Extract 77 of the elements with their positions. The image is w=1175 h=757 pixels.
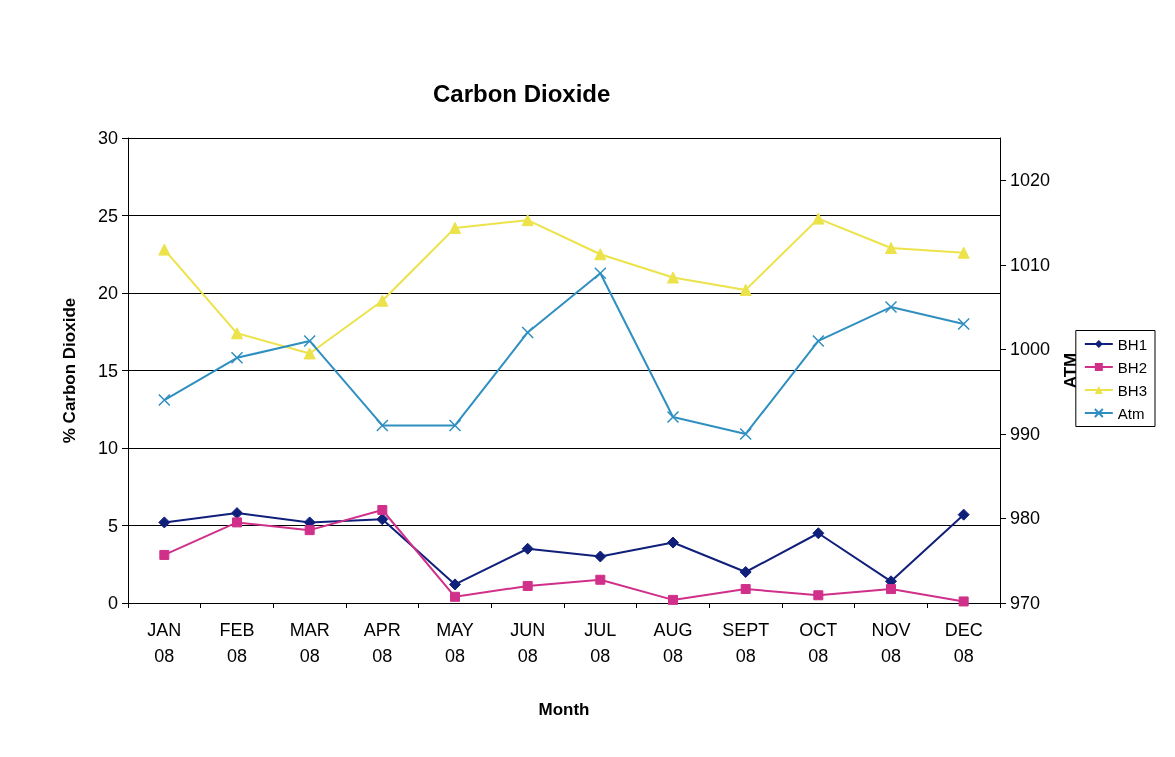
y2-tick-label: 970	[1010, 593, 1041, 613]
point	[594, 267, 607, 280]
x-tick-label: AUG 08	[653, 620, 693, 666]
x-tick-label: MAR 08	[289, 620, 330, 666]
point	[957, 246, 970, 259]
point	[812, 212, 825, 225]
chart-title: Carbon Dioxide	[433, 79, 611, 107]
x-tick-label: JAN 08	[147, 620, 182, 666]
y2-tick-label: 1020	[1010, 170, 1051, 191]
point	[304, 525, 315, 536]
point	[377, 505, 388, 515]
x-tick-label: MAY 08	[436, 620, 474, 666]
point	[303, 347, 316, 360]
y2-tick-label: 980	[1010, 508, 1041, 529]
x-tick-label: DEC 08	[944, 620, 983, 666]
x-tick-label: APR 08	[363, 620, 401, 666]
y-tick-label: 25	[97, 205, 118, 226]
point	[740, 584, 751, 595]
point	[813, 590, 824, 601]
y-tick-label: 0	[107, 593, 118, 613]
point	[230, 351, 244, 365]
point	[594, 550, 607, 563]
point	[667, 536, 679, 549]
x-tick-label: JUL 08	[584, 620, 617, 666]
point	[594, 248, 607, 261]
y2-tick-label: 1000	[1010, 339, 1051, 360]
point	[885, 242, 897, 255]
point	[958, 596, 969, 607]
point	[159, 549, 170, 560]
y-tick-label: 10	[97, 438, 118, 458]
point	[231, 327, 243, 340]
x-axis-title: Month	[538, 700, 590, 719]
legend-label: BH1	[1117, 335, 1148, 353]
point	[667, 271, 679, 284]
point	[449, 221, 461, 234]
point	[448, 419, 462, 432]
point	[812, 527, 825, 540]
x-tick-label: JUN 08	[510, 620, 546, 666]
point	[232, 517, 242, 528]
point	[521, 326, 534, 339]
y2-tick-label: 1010	[1010, 254, 1051, 275]
point	[957, 317, 970, 331]
point	[957, 508, 970, 521]
point	[522, 580, 533, 591]
point	[595, 574, 606, 585]
point	[376, 294, 389, 307]
legend-label: Atm	[1117, 404, 1145, 422]
legend-label: BH3	[1117, 381, 1148, 399]
point	[739, 566, 752, 578]
x-tick-label: FEB 08	[219, 620, 255, 666]
x-tick-label: SEPT 08	[722, 620, 770, 666]
y-tick-label: 30	[97, 128, 118, 148]
point	[812, 334, 825, 348]
y2-tick-label: 990	[1010, 423, 1041, 444]
point	[884, 300, 898, 314]
point	[739, 283, 752, 296]
point	[521, 214, 534, 227]
point	[376, 419, 389, 432]
point	[158, 516, 171, 529]
point	[666, 410, 680, 424]
y-tick-label: 5	[107, 515, 118, 536]
point	[158, 243, 171, 256]
y-tick-label: 15	[97, 360, 118, 381]
point	[450, 591, 460, 602]
x-tick-label: NOV 08	[871, 620, 911, 666]
y2-axis-title: ATM	[1061, 352, 1080, 389]
point	[303, 334, 316, 348]
x-tick-label: OCT 08	[799, 620, 838, 666]
y-axis-title: % Carbon Dioxide	[60, 297, 79, 444]
point	[158, 393, 171, 407]
point	[739, 427, 752, 441]
point	[449, 578, 461, 591]
point	[886, 584, 896, 595]
point	[668, 594, 678, 605]
y-tick-label: 20	[97, 283, 118, 303]
point	[521, 542, 534, 555]
legend-label: BH2	[1117, 358, 1148, 376]
